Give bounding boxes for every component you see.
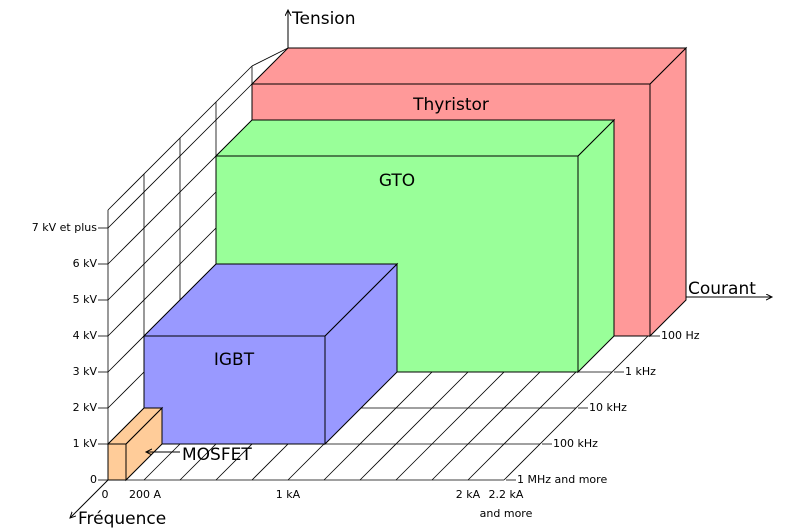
box-top [250, 47, 688, 85]
wall-line [107, 65, 253, 211]
wall-line [107, 83, 253, 229]
frequency-arrow [70, 479, 109, 518]
boxes [106, 46, 688, 482]
frequency-tick: 100 Hz [661, 329, 700, 342]
axis-line [251, 47, 289, 67]
voltage-title: Tension [291, 9, 355, 29]
frequency-tick: 10 kHz [589, 401, 627, 414]
device-label: IGBT [214, 350, 255, 370]
box-side [649, 46, 687, 338]
device-label: GTO [379, 171, 415, 191]
current-tick: 200 A [129, 488, 161, 501]
voltage-tick: 6 kV [73, 257, 98, 270]
box-top [214, 119, 616, 157]
voltage-tick: 0 [90, 473, 97, 486]
current-title: Courant [688, 279, 756, 299]
voltage-tick: 1 kV [73, 437, 98, 450]
current-tick: 2.2 kA [489, 488, 524, 501]
current-tick: 2 kA [456, 488, 481, 501]
box-front [107, 443, 127, 481]
voltage-tick: 2 kV [73, 401, 98, 414]
frequency-tick: 1 kHz [625, 365, 656, 378]
current-tick: 1 kA [276, 488, 301, 501]
frequency-tick: 1 MHz and more [517, 473, 607, 486]
frequency-title: Fréquence [78, 509, 166, 528]
frequency-tick: 100 kHz [553, 437, 598, 450]
voltage-tick: 7 kV et plus [32, 221, 97, 234]
device-label: MOSFET [182, 445, 252, 465]
current-tick: 0 [102, 488, 109, 501]
voltage-tick: 5 kV [73, 293, 98, 306]
device-label: Thyristor [412, 95, 489, 115]
voltage-tick: 4 kV [73, 329, 98, 342]
box-side [577, 118, 615, 374]
voltage-tick: 3 kV [73, 365, 98, 378]
box-front [143, 335, 326, 445]
current-tick: and more [480, 507, 533, 520]
